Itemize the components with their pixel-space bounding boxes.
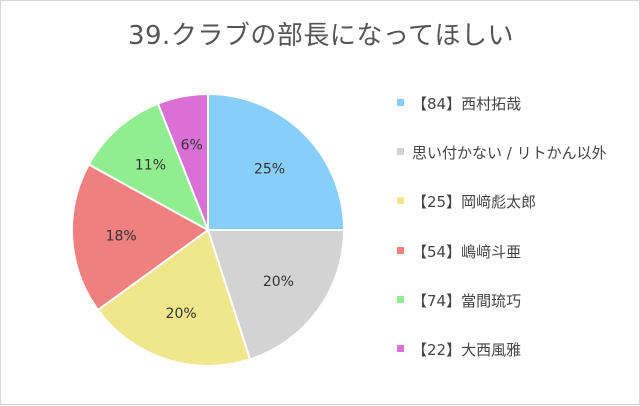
slice-label-3: 18%: [106, 228, 137, 244]
pie-slice-1: [206, 229, 346, 361]
legend-label-2: 【25】岡﨑彪太郎: [412, 193, 537, 212]
legend-swatch-4: [397, 295, 404, 303]
chart-title: 39.クラブの部長になってほしい: [127, 21, 515, 51]
legend-swatch-2: [397, 197, 404, 205]
pie-slice-2: [96, 228, 252, 367]
legend-swatch-1: [397, 148, 404, 156]
legend-label-0: 【84】西村拓哉: [412, 95, 522, 113]
legend-item-1: 思い付かない / リトかん以外: [397, 142, 607, 191]
legend-item-0: 【84】西村拓哉: [397, 93, 607, 142]
slice-label-4: 11%: [135, 158, 166, 174]
pie-slice-4: [87, 102, 210, 233]
legend-item-3: 【54】嶋﨑斗亜: [397, 241, 607, 290]
slice-label-0: 25%: [254, 161, 285, 177]
legend-item-5: 【22】大西風雅: [397, 339, 607, 388]
legend-label-5: 【22】大西風雅: [412, 340, 522, 359]
legend: 【84】西村拓哉思い付かない / リトかん以外 【25】岡﨑彪太郎 【54】嶋﨑斗亜…: [397, 93, 607, 388]
slice-label-1: 20%: [263, 274, 294, 290]
pie-slice-0: [207, 92, 346, 231]
legend-label-4: 【74】當間琉巧: [412, 291, 522, 310]
slice-label-5: 6%: [181, 138, 203, 154]
pie-slice-3: [71, 163, 210, 312]
legend-swatch-5: [397, 344, 404, 352]
pie-slice-5: [156, 92, 209, 231]
legend-swatch-0: [397, 99, 404, 106]
slice-label-2: 20%: [166, 306, 197, 322]
legend-label-1: 思い付かない / リトかん以外: [412, 144, 607, 163]
legend-swatch-3: [397, 246, 404, 254]
legend-label-3: 【54】嶋﨑斗亜: [412, 242, 522, 261]
legend-item-2: 【25】岡﨑彪太郎: [397, 191, 607, 240]
legend-item-4: 【74】當間琉巧: [397, 290, 607, 339]
